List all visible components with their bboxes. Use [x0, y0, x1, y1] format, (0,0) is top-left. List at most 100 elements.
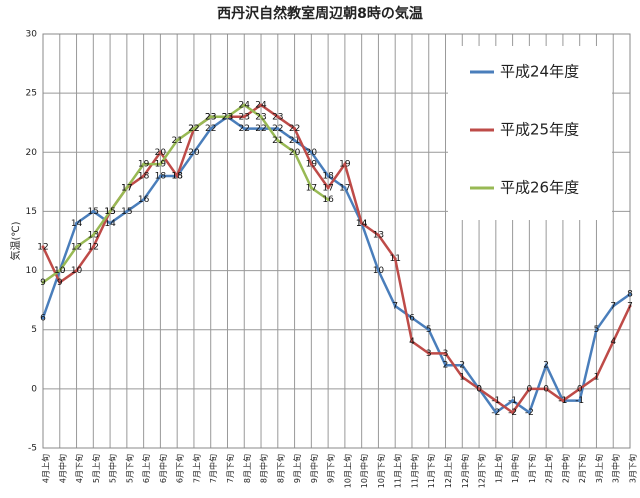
x-tick-label: 6月下旬 — [175, 454, 185, 483]
data-label: 13 — [373, 231, 384, 241]
data-label: 18 — [322, 171, 334, 181]
point — [376, 233, 380, 237]
data-label: 21 — [272, 136, 283, 146]
point — [427, 351, 431, 355]
data-label: -2 — [525, 408, 534, 418]
data-label: 4 — [409, 337, 415, 347]
data-label: 2 — [459, 361, 465, 371]
point — [527, 411, 531, 415]
x-tick-label: 12月上旬 — [443, 454, 453, 488]
x-tick-label: 1月上旬 — [493, 454, 503, 483]
data-label: 13 — [88, 231, 99, 241]
x-tick-label: 10月中旬 — [359, 454, 369, 488]
x-tick-label: 1月中旬 — [510, 454, 520, 483]
point — [75, 221, 79, 225]
data-label: 4 — [610, 337, 616, 347]
data-label: 23 — [205, 112, 216, 122]
point — [611, 304, 615, 308]
y-axis-label: 気温(℃) — [9, 221, 22, 260]
data-label: 9 — [40, 278, 46, 288]
legend-box — [448, 46, 612, 220]
data-label: -1 — [575, 396, 584, 406]
point — [410, 316, 414, 320]
data-label: -1 — [491, 396, 500, 406]
point — [125, 209, 129, 213]
point — [628, 292, 632, 296]
x-tick-label: 12月中旬 — [460, 454, 470, 488]
data-label: 1 — [594, 373, 600, 383]
data-label: 20 — [188, 148, 200, 158]
x-tick-label: 3月中旬 — [611, 454, 621, 483]
data-label: 20 — [155, 148, 167, 158]
data-label: 21 — [289, 136, 300, 146]
point — [460, 363, 464, 367]
point — [293, 127, 297, 131]
point — [158, 150, 162, 154]
point — [309, 150, 313, 154]
data-label: 8 — [627, 290, 633, 300]
point — [444, 363, 448, 367]
point — [259, 103, 263, 107]
data-label: 23 — [272, 112, 283, 122]
data-label: 1 — [459, 373, 465, 383]
point — [175, 138, 179, 142]
data-label: 10 — [71, 266, 83, 276]
data-label: 16 — [138, 195, 150, 205]
point — [561, 399, 565, 403]
data-label: -2 — [491, 408, 500, 418]
data-label: 7 — [627, 302, 633, 312]
x-tick-label: 12月下旬 — [477, 454, 487, 488]
data-label: 0 — [543, 384, 549, 394]
y-tick-label: -5 — [28, 444, 37, 454]
x-tick-label: 11月下旬 — [426, 454, 436, 488]
data-label: 3 — [426, 349, 432, 359]
x-tick-label: 9月下旬 — [326, 454, 336, 483]
data-label: 19 — [138, 160, 150, 170]
data-label: 22 — [289, 124, 300, 134]
point — [276, 115, 280, 119]
x-tick-label: 3月上旬 — [594, 454, 604, 483]
data-label: 5 — [594, 325, 600, 335]
point — [259, 127, 263, 131]
point — [427, 328, 431, 332]
data-label: 14 — [356, 219, 368, 229]
point — [309, 186, 313, 190]
data-label: 12 — [88, 242, 99, 252]
y-tick-label: 0 — [31, 384, 37, 394]
x-tick-label: 6月中旬 — [158, 454, 168, 483]
y-tick-label: 10 — [26, 266, 38, 276]
data-label: 19 — [155, 160, 167, 170]
data-label: 9 — [57, 278, 63, 288]
point — [41, 245, 45, 249]
data-label: 23 — [239, 112, 250, 122]
data-label: 0 — [577, 384, 583, 394]
point — [410, 340, 414, 344]
series-line — [41, 103, 632, 415]
data-label: 22 — [272, 124, 283, 134]
legend-label: 平成26年度 — [500, 179, 579, 197]
data-label: 24 — [239, 100, 251, 110]
point — [108, 221, 112, 225]
point — [75, 269, 79, 273]
data-label: 10 — [54, 266, 66, 276]
point — [192, 127, 196, 131]
x-tick-label: 10月上旬 — [342, 454, 352, 488]
point — [527, 387, 531, 391]
point — [142, 198, 146, 202]
data-label: 19 — [306, 160, 318, 170]
point — [41, 280, 45, 284]
point — [158, 174, 162, 178]
x-tick-label: 4月中旬 — [57, 454, 67, 483]
data-label: 18 — [138, 171, 150, 181]
point — [276, 138, 280, 142]
data-label: 3 — [443, 349, 449, 359]
point — [142, 174, 146, 178]
data-label: 7 — [392, 302, 398, 312]
point — [544, 363, 548, 367]
point — [544, 387, 548, 391]
x-tick-label: 2月中旬 — [560, 454, 570, 483]
legend-label: 平成25年度 — [500, 121, 579, 139]
data-label: 18 — [155, 171, 167, 181]
data-label: 15 — [104, 207, 115, 217]
